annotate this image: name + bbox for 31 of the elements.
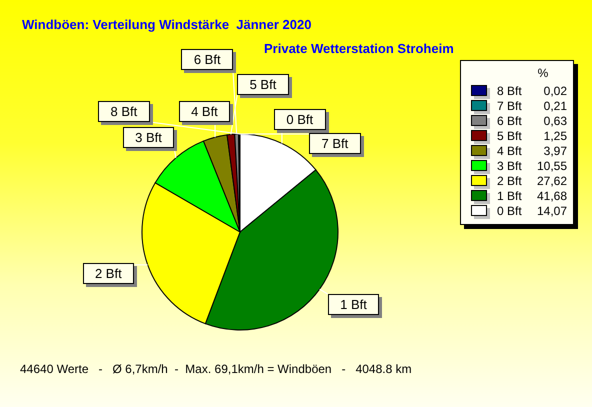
legend-label: 0 Bft (497, 204, 523, 218)
slice-label: 8 Bft (98, 101, 150, 122)
legend-label: 5 Bft (497, 128, 523, 142)
data-label: 1,25 (542, 128, 567, 142)
legend-label: 3 Bft (497, 158, 523, 172)
legend-label: 1 Bft (497, 188, 523, 202)
data-label: 0,63 (542, 114, 567, 128)
data-label: 14,07 (536, 204, 567, 218)
slice-label: 2 Bft (82, 263, 134, 284)
data-label: 0,21 (542, 98, 567, 112)
legend-title: % (536, 66, 550, 82)
chart-subtitle: Private Wetterstation Stroheim (264, 41, 454, 56)
slice-label: 6 Bft (181, 49, 233, 70)
legend-label: 7 Bft (497, 98, 523, 112)
data-label: 10,55 (536, 158, 567, 172)
slice-label: 1 Bft (328, 294, 380, 316)
text: 44640 Werte - Ø 6,7km/h - Max. 69,1km/h = Windböen - 4048.8 km (20, 361, 412, 377)
legend-label: 6 Bft (497, 114, 523, 128)
data-label: 0,02 (542, 84, 567, 98)
legend-label: 4 Bft (497, 144, 523, 158)
legend-label: 2 Bft (497, 174, 523, 188)
data-label: 41,68 (536, 188, 567, 202)
data-label: 3,97 (542, 144, 567, 158)
data-label: 27,62 (536, 174, 567, 188)
slice-label: 3 Bft (122, 127, 174, 148)
slice-label: 4 Bft (178, 101, 230, 122)
slice-label: 5 Bft (237, 74, 289, 95)
chart-title: Windböen: Verteilung Windstärke Jänner 2020 (22, 17, 312, 32)
legend-label: 8 Bft (497, 84, 523, 98)
slice-label: 0 Bft (274, 108, 326, 130)
slice-label: 7 Bft (309, 133, 361, 154)
